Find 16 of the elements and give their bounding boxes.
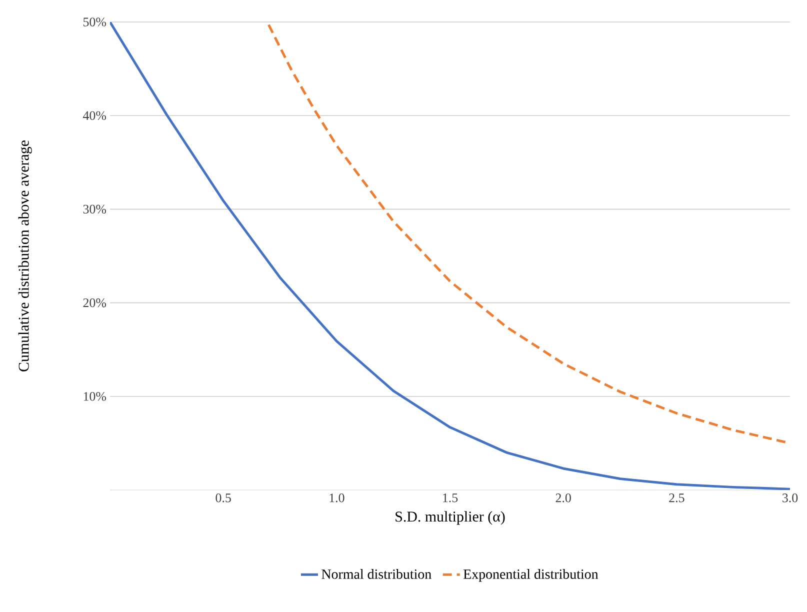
y-axis-title: Cumulative distribution above average [18,140,32,372]
x-tick-label: 1.0 [330,494,344,502]
y-tick-label: 30% [83,204,106,214]
y-tick-label: 20% [83,298,106,308]
legend-label: Exponential distribution [464,569,598,582]
y-tick-label: 50% [83,18,106,26]
x-tick-label: 3.0 [782,494,798,502]
line-series [110,22,790,490]
x-tick-label: 1.5 [443,494,458,502]
legend-label: Normal distribution [322,569,432,579]
y-tick-label: 40% [82,111,106,120]
x-tick-label: 2.0 [556,494,571,502]
x-tick-label: 0.5 [216,494,231,502]
x-axis-title: S.D. multiplier (α) [396,511,505,525]
y-tick-label: 10% [84,392,106,401]
x-tick-label: 2.5 [669,494,684,502]
